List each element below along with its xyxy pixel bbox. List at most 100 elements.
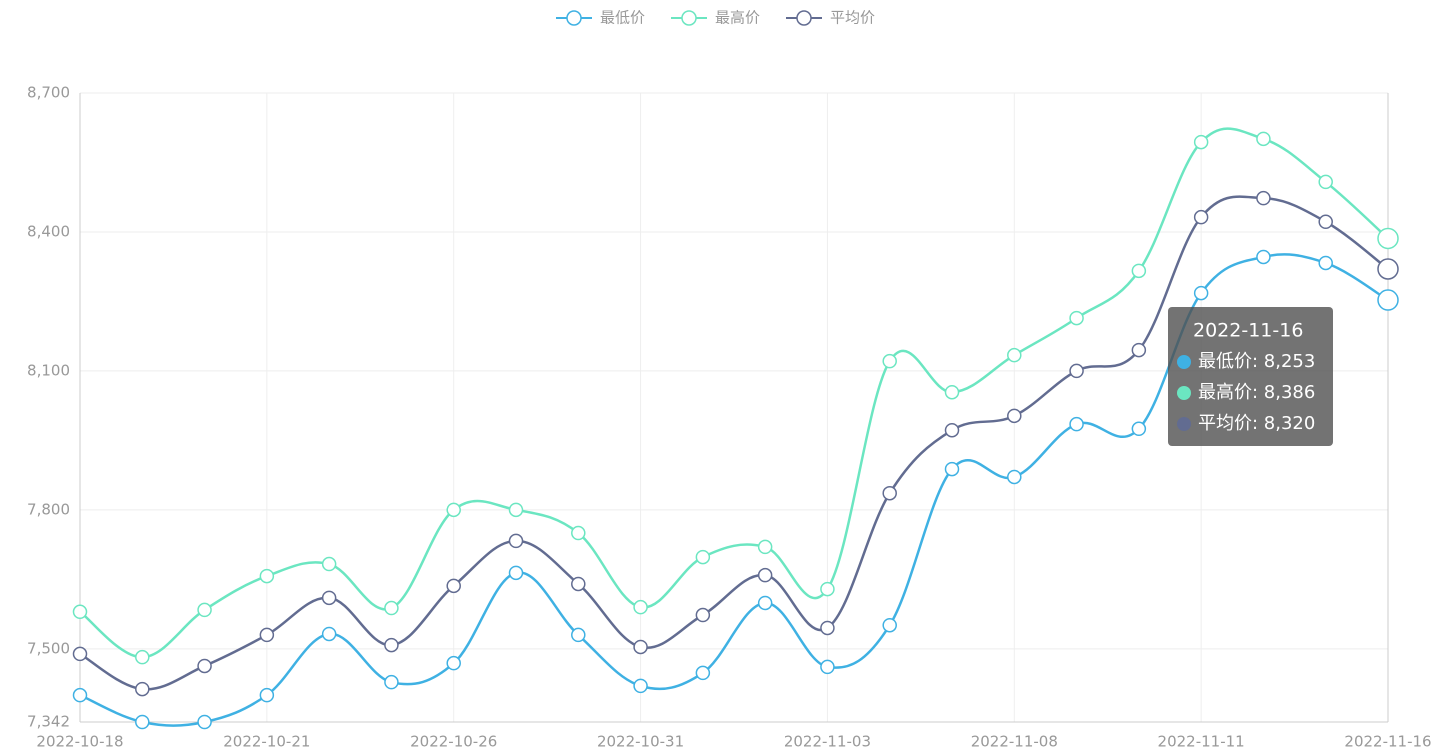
data-point: [1007, 408, 1022, 424]
data-point: [384, 674, 399, 690]
y-tick-label: 7,800: [27, 500, 70, 518]
legend-item[interactable]: 最高价: [671, 9, 760, 27]
x-tick-label: 2022-11-08: [971, 733, 1058, 751]
data-point: [1007, 347, 1022, 363]
x-tick-label: 2022-10-26: [410, 733, 497, 751]
tooltip: 2022-11-16 最低价: 8,253 最高价: 8,386 平均价: 8,320: [1168, 307, 1333, 446]
data-point: [1193, 134, 1209, 150]
data-point: [508, 565, 524, 581]
data-point: [1318, 174, 1333, 190]
legend-label: 最低价: [600, 9, 645, 27]
x-tick-label: 2022-11-16: [1344, 733, 1431, 751]
data-point: [321, 626, 337, 642]
data-point: [259, 627, 275, 643]
data-point: [695, 665, 711, 681]
data-point: [571, 627, 586, 643]
data-point: [1193, 285, 1209, 301]
y-tick-label: 8,400: [27, 222, 70, 240]
tooltip-box: [1168, 307, 1333, 446]
data-point: [882, 485, 897, 501]
data-point: [384, 600, 399, 616]
data-point: [446, 502, 461, 518]
data-point: [633, 599, 648, 615]
tooltip-marker: [1177, 417, 1191, 431]
legend-marker: [796, 10, 812, 26]
data-point: [882, 353, 897, 369]
tooltip-title: 2022-11-16: [1193, 320, 1303, 342]
data-point: [259, 568, 275, 584]
y-tick-label: 8,700: [27, 84, 70, 102]
data-point: [1007, 469, 1022, 485]
legend-marker: [566, 10, 582, 26]
data-point: [695, 549, 711, 565]
data-point: [72, 646, 88, 662]
data-point: [1131, 421, 1147, 437]
data-point: [197, 714, 212, 730]
data-point: [72, 604, 88, 620]
data-point: [1131, 263, 1147, 279]
legend-label: 最高价: [715, 9, 760, 27]
data-point: [1377, 289, 1399, 311]
data-point: [944, 384, 960, 400]
y-tick-label: 7,342: [27, 713, 70, 731]
tooltip-row: 最高价: 8,386: [1198, 382, 1315, 403]
data-point: [259, 687, 275, 703]
data-point: [633, 639, 648, 655]
data-point: [1318, 255, 1333, 271]
data-point: [446, 655, 461, 671]
data-point: [197, 602, 212, 618]
data-point: [882, 617, 897, 633]
data-point: [1069, 416, 1084, 432]
x-tick-label: 2022-10-31: [597, 733, 684, 751]
data-point: [1377, 227, 1399, 250]
legend-item[interactable]: 最低价: [556, 9, 645, 27]
data-point: [135, 649, 150, 665]
data-point: [1131, 342, 1147, 358]
x-tick-label: 2022-11-11: [1158, 733, 1245, 751]
data-point: [820, 659, 835, 675]
x-tick-label: 2022-11-03: [784, 733, 871, 751]
tooltip-marker: [1177, 355, 1191, 369]
data-point: [135, 714, 150, 730]
data-point: [1193, 209, 1209, 225]
legend-item[interactable]: 平均价: [786, 9, 875, 27]
data-point: [1256, 131, 1271, 147]
data-point: [820, 620, 835, 636]
legend-label: 平均价: [830, 9, 875, 27]
data-point: [446, 578, 461, 594]
data-point: [1318, 214, 1333, 230]
data-point: [1256, 249, 1271, 265]
data-point: [135, 681, 150, 697]
data-point: [384, 637, 399, 653]
data-point: [321, 590, 337, 606]
data-point: [695, 607, 711, 623]
y-tick-label: 7,500: [27, 639, 70, 657]
data-point: [757, 539, 773, 555]
data-point: [197, 658, 212, 674]
data-point: [820, 581, 835, 597]
data-point: [1377, 258, 1399, 280]
data-point: [1256, 190, 1271, 206]
data-point: [508, 502, 524, 518]
data-point: [633, 678, 648, 694]
data-point: [944, 422, 960, 438]
tooltip-marker: [1177, 386, 1191, 400]
legend-marker: [681, 10, 697, 26]
data-point: [757, 595, 773, 611]
tooltip-row: 最低价: 8,253: [1198, 351, 1315, 372]
data-point: [571, 576, 586, 592]
tooltip-row: 平均价: 8,320: [1198, 413, 1315, 434]
data-point: [508, 533, 524, 549]
x-tick-label: 2022-10-21: [223, 733, 310, 751]
data-point: [944, 461, 960, 477]
x-tick-label: 2022-10-18: [36, 733, 123, 751]
data-point: [1069, 310, 1084, 326]
data-point: [72, 687, 88, 703]
data-point: [571, 525, 586, 541]
data-point: [321, 556, 337, 572]
data-point: [757, 567, 773, 583]
y-tick-label: 8,100: [27, 361, 70, 379]
series-line: [79, 195, 1389, 691]
data-point: [1069, 363, 1084, 379]
